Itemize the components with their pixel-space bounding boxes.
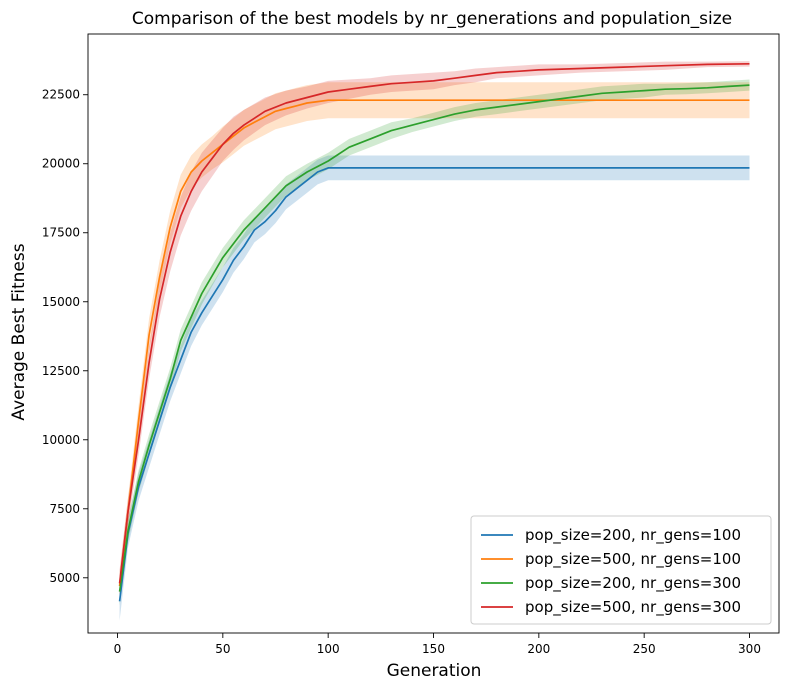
y-tick-label: 15000	[42, 295, 80, 309]
x-axis-ticks: 0 50 100 150 200 250 300	[114, 633, 761, 656]
line-series-1	[118, 167, 750, 602]
x-tick-label: 250	[633, 642, 656, 656]
x-tick-label: 300	[738, 642, 761, 656]
y-tick-label: 20000	[42, 157, 80, 171]
legend-label: pop_size=500, nr_gens=100	[525, 550, 741, 569]
line-series-2	[118, 99, 750, 587]
legend-label: pop_size=200, nr_gens=300	[525, 574, 741, 593]
legend: pop_size=200, nr_gens=100 pop_size=500, n…	[470, 515, 772, 625]
x-tick-label: 50	[215, 642, 230, 656]
y-tick-label: 7500	[49, 502, 80, 516]
legend-label: pop_size=500, nr_gens=300	[525, 598, 741, 617]
legend-box	[470, 515, 772, 625]
x-tick-label: 150	[422, 642, 445, 656]
chart-title: Comparison of the best models by nr_gene…	[132, 9, 732, 29]
y-axis-title: Average Best Fitness	[9, 243, 29, 420]
y-tick-label: 22500	[42, 88, 80, 102]
series-lines	[118, 62, 750, 602]
x-tick-label: 200	[527, 642, 550, 656]
y-tick-label: 5000	[49, 571, 80, 585]
x-tick-label: 0	[114, 642, 122, 656]
y-tick-label: 12500	[42, 364, 80, 378]
y-tick-label: 17500	[42, 226, 80, 240]
x-tick-label: 100	[317, 642, 340, 656]
y-axis-ticks: 5000 7500 10000 12500 15000 17500 20000 22500	[42, 88, 88, 585]
line-series-4	[118, 62, 750, 584]
legend-label: pop_size=200, nr_gens=100	[525, 526, 741, 545]
y-tick-label: 10000	[42, 433, 80, 447]
line-series-3	[118, 84, 750, 592]
x-axis-title: Generation	[387, 661, 482, 681]
